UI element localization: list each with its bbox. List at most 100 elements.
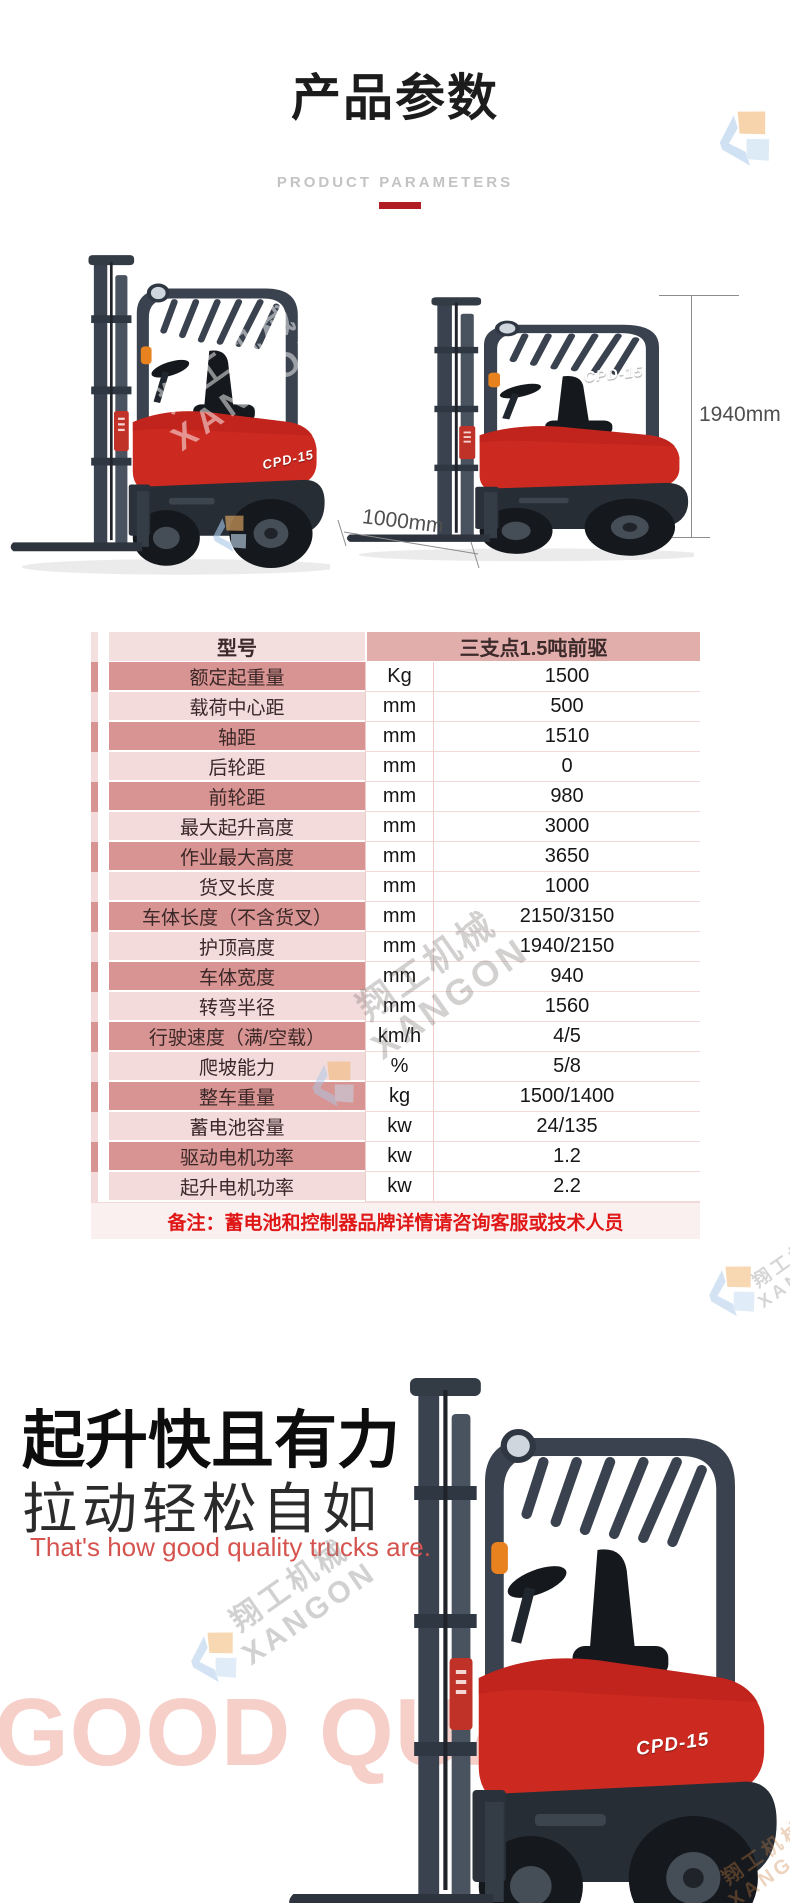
table-row: 爬坡能力% 5/8 bbox=[91, 1052, 700, 1082]
promo-subheading: 拉动轻松自如 bbox=[22, 1478, 383, 1540]
spec-label: 轴距 bbox=[109, 722, 365, 752]
spec-table: 型号 三支点1.5吨前驱 额定起重量 Kg 1500 载荷中心距 mm 500 轴距 mm 15… bbox=[91, 632, 700, 1239]
spec-value: 3000 bbox=[433, 812, 700, 842]
spec-unit: kw bbox=[365, 1142, 433, 1172]
row-edge bbox=[91, 1082, 98, 1112]
forklift-photo-left bbox=[8, 244, 330, 578]
spec-unit: mm bbox=[365, 722, 433, 752]
table-row: 货叉长度 mm 1000 bbox=[91, 872, 700, 902]
table-row: 前轮距 mm 980 bbox=[91, 782, 700, 812]
spec-unit: mm bbox=[365, 932, 433, 962]
spec-unit: mm bbox=[365, 962, 433, 992]
height-dimension-top-tick bbox=[659, 295, 739, 296]
spec-unit: kw bbox=[365, 1172, 433, 1202]
row-edge bbox=[91, 1172, 98, 1202]
row-edge bbox=[91, 632, 98, 663]
row-edge bbox=[91, 992, 98, 1022]
spec-label: 前轮距 bbox=[109, 782, 365, 812]
spec-label: 起升电机功率 bbox=[109, 1172, 365, 1202]
spec-unit: mm bbox=[365, 692, 433, 722]
spec-label: 额定起重量 bbox=[109, 662, 365, 692]
watermark-cn: 翔工机械 bbox=[748, 1224, 790, 1292]
spec-value: 24/135 bbox=[433, 1112, 700, 1142]
promo-heading: 起升快且有力 bbox=[22, 1406, 400, 1476]
spec-label: 转弯半径 bbox=[109, 992, 365, 1022]
spec-unit: % bbox=[365, 1052, 433, 1082]
row-edge bbox=[91, 1052, 98, 1082]
table-row: 作业最大高度 mm 3650 bbox=[91, 842, 700, 872]
row-edge bbox=[91, 842, 98, 872]
spec-header-label: 型号 bbox=[109, 632, 365, 663]
spec-value: 500 bbox=[433, 692, 700, 722]
accent-bar bbox=[379, 202, 421, 209]
row-edge bbox=[91, 1112, 98, 1142]
spec-label: 整车重量 bbox=[109, 1082, 365, 1112]
spec-value: 2.2 bbox=[433, 1172, 700, 1202]
spec-unit: mm bbox=[365, 842, 433, 872]
table-row: 额定起重量 Kg 1500 bbox=[91, 662, 700, 692]
table-row: 护顶高度 mm 1940/2150 bbox=[91, 932, 700, 962]
table-row: 最大起升高度 mm 3000 bbox=[91, 812, 700, 842]
promo-watermark: 翔工机械 XANGON bbox=[743, 1220, 790, 1312]
spec-label: 载荷中心距 bbox=[109, 692, 365, 722]
spec-value: 1.2 bbox=[433, 1142, 700, 1172]
table-row: 载荷中心距 mm 500 bbox=[91, 692, 700, 722]
page-title: 产品参数 bbox=[291, 70, 499, 126]
height-dimension-bottom-tick bbox=[672, 537, 710, 538]
spec-unit: mm bbox=[365, 752, 433, 782]
spec-value: 980 bbox=[433, 782, 700, 812]
spec-label: 蓄电池容量 bbox=[109, 1112, 365, 1142]
spec-unit: kg bbox=[365, 1082, 433, 1112]
height-dimension-label: 1940mm bbox=[699, 403, 781, 426]
spec-label: 车体长度（不含货叉） bbox=[109, 902, 365, 932]
spec-value: 1940/2150 bbox=[433, 932, 700, 962]
spec-value: 1510 bbox=[433, 722, 700, 752]
spec-label: 行驶速度（满/空载） bbox=[109, 1022, 365, 1052]
spec-unit: mm bbox=[365, 812, 433, 842]
row-edge bbox=[91, 752, 98, 782]
spec-value: 940 bbox=[433, 962, 700, 992]
spec-unit: kw bbox=[365, 1112, 433, 1142]
spec-value: 5/8 bbox=[433, 1052, 700, 1082]
table-row: 蓄电池容量 kw 24/135 bbox=[91, 1112, 700, 1142]
spec-label: 后轮距 bbox=[109, 752, 365, 782]
spec-label: 作业最大高度 bbox=[109, 842, 365, 872]
row-edge bbox=[91, 872, 98, 902]
spec-header-value: 三支点1.5吨前驱 bbox=[365, 632, 700, 663]
row-edge bbox=[91, 782, 98, 812]
spec-value: 3650 bbox=[433, 842, 700, 872]
spec-label: 车体宽度 bbox=[109, 962, 365, 992]
spec-label: 货叉长度 bbox=[109, 872, 365, 902]
spec-value: 1500/1400 bbox=[433, 1082, 700, 1112]
watermark-en: XANGON bbox=[754, 1236, 790, 1313]
spec-value: 1500 bbox=[433, 662, 700, 692]
promo-watermark-logo-icon bbox=[693, 1247, 776, 1330]
row-edge bbox=[91, 662, 98, 692]
table-row: 后轮距 mm 0 bbox=[91, 752, 700, 782]
spec-table-body: 额定起重量 Kg 1500 载荷中心距 mm 500 轴距 mm 1510 后轮距 mm 0 前轮距 mm… bbox=[91, 662, 700, 1202]
row-edge bbox=[91, 692, 98, 722]
page-subtitle: PRODUCT PARAMETERS bbox=[276, 174, 514, 191]
spec-label: 爬坡能力 bbox=[109, 1052, 365, 1082]
row-edge bbox=[91, 962, 98, 992]
spec-value: 1560 bbox=[433, 992, 700, 1022]
table-row: 驱动电机功率 kw 1.2 bbox=[91, 1142, 700, 1172]
spec-unit: mm bbox=[365, 872, 433, 902]
table-header-row: 型号 三支点1.5吨前驱 bbox=[91, 632, 700, 663]
table-row: 车体长度（不含货叉） mm 2150/3150 bbox=[91, 902, 700, 932]
row-edge bbox=[91, 902, 98, 932]
row-edge bbox=[91, 1022, 98, 1052]
spec-label: 驱动电机功率 bbox=[109, 1142, 365, 1172]
spec-unit: mm bbox=[365, 782, 433, 812]
spec-unit: Kg bbox=[365, 662, 433, 692]
height-dimension-line bbox=[691, 296, 692, 538]
table-row: 车体宽度 mm 940 bbox=[91, 962, 700, 992]
table-row: 转弯半径 mm 1560 bbox=[91, 992, 700, 1022]
row-edge bbox=[91, 812, 98, 842]
spec-value: 1000 bbox=[433, 872, 700, 902]
spec-unit: mm bbox=[365, 992, 433, 1022]
row-edge bbox=[91, 722, 98, 752]
row-edge bbox=[91, 932, 98, 962]
table-row: 起升电机功率 kw 2.2 bbox=[91, 1172, 700, 1202]
